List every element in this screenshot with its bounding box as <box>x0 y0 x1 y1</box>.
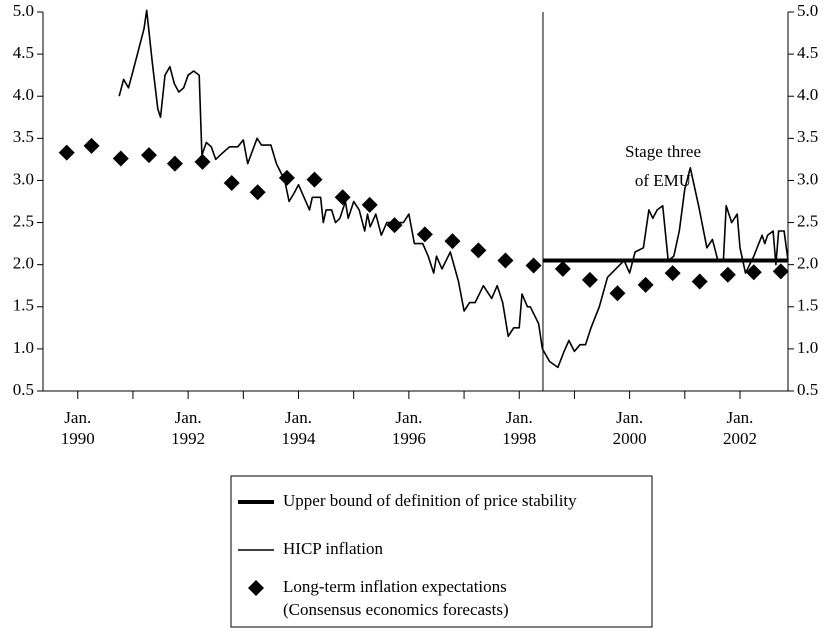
y2-tick-label: 1.0 <box>797 338 818 357</box>
y-tick-label: 4.0 <box>13 85 34 104</box>
x-tick-label: Jan. 2000 <box>613 408 647 448</box>
x-tick-label: Jan. 1996 <box>392 408 426 448</box>
y-tick-label: 5.0 <box>13 1 34 20</box>
y2-tick-label: 2.5 <box>797 211 818 230</box>
expectation-marker <box>691 273 708 290</box>
expectation-marker <box>278 169 295 186</box>
x-tick-label: Jan. 1994 <box>282 408 317 448</box>
x-tick-label: Jan. 2002 <box>723 408 757 448</box>
expectation-marker <box>581 271 598 288</box>
legend-marker <box>248 580 264 596</box>
y-tick-label: 3.0 <box>13 169 34 188</box>
y-tick-label: 1.0 <box>13 338 34 357</box>
expectation-marker <box>112 150 129 167</box>
y-tick-label: 2.5 <box>13 211 34 230</box>
expectation-marker <box>166 155 183 172</box>
expectation-marker <box>609 285 626 302</box>
expectation-marker <box>306 171 323 188</box>
y2-tick-label: 2.0 <box>797 254 818 273</box>
y-tick-label: 3.5 <box>13 127 34 146</box>
y2-tick-label: 5.0 <box>797 1 818 20</box>
y-tick-label: 1.5 <box>13 296 34 315</box>
x-tick-label: Jan. 1990 <box>61 408 95 448</box>
legend-box <box>230 475 653 628</box>
y2-tick-label: 1.5 <box>797 296 818 315</box>
y2-tick-label: 4.0 <box>797 85 818 104</box>
legend-label: Long-term inflation expectations (Consens… <box>283 577 509 619</box>
x-tick-label: Jan. 1992 <box>171 408 205 448</box>
hicp-line <box>118 9 789 369</box>
x-tick-label: Jan. 1998 <box>502 408 536 448</box>
expectation-marker <box>497 252 514 269</box>
y-tick-label: 0.5 <box>13 380 34 399</box>
expectation-marker <box>637 276 654 293</box>
y-tick-label: 2.0 <box>13 254 34 273</box>
expectation-marker <box>416 226 433 243</box>
expectation-marker <box>554 260 571 277</box>
y2-tick-label: 3.5 <box>797 127 818 146</box>
expectation-marker <box>386 217 403 234</box>
expectation-marker <box>745 264 762 281</box>
expectation-marker <box>664 265 681 282</box>
legend-label: Upper bound of definition of price stabi… <box>283 491 577 510</box>
y2-tick-label: 0.5 <box>797 380 818 399</box>
expectation-marker <box>444 233 461 250</box>
expectation-marker <box>83 137 100 154</box>
expectation-marker <box>194 153 211 170</box>
annotation: Stage three of EMU <box>625 142 701 190</box>
expectation-marker <box>525 257 542 274</box>
expectation-marker <box>249 184 266 201</box>
expectation-marker <box>470 242 487 259</box>
y2-tick-label: 3.0 <box>797 169 818 188</box>
expectation-marker <box>140 147 157 164</box>
expectation-marker <box>334 189 351 206</box>
expectation-marker <box>772 263 789 280</box>
y2-tick-label: 4.5 <box>797 43 818 62</box>
expectation-marker <box>361 196 378 213</box>
legend-label: HICP inflation <box>283 539 383 558</box>
y-tick-label: 4.5 <box>13 43 34 62</box>
expectation-marker <box>719 266 736 283</box>
expectation-marker <box>223 174 240 191</box>
expectation-marker <box>58 144 75 161</box>
